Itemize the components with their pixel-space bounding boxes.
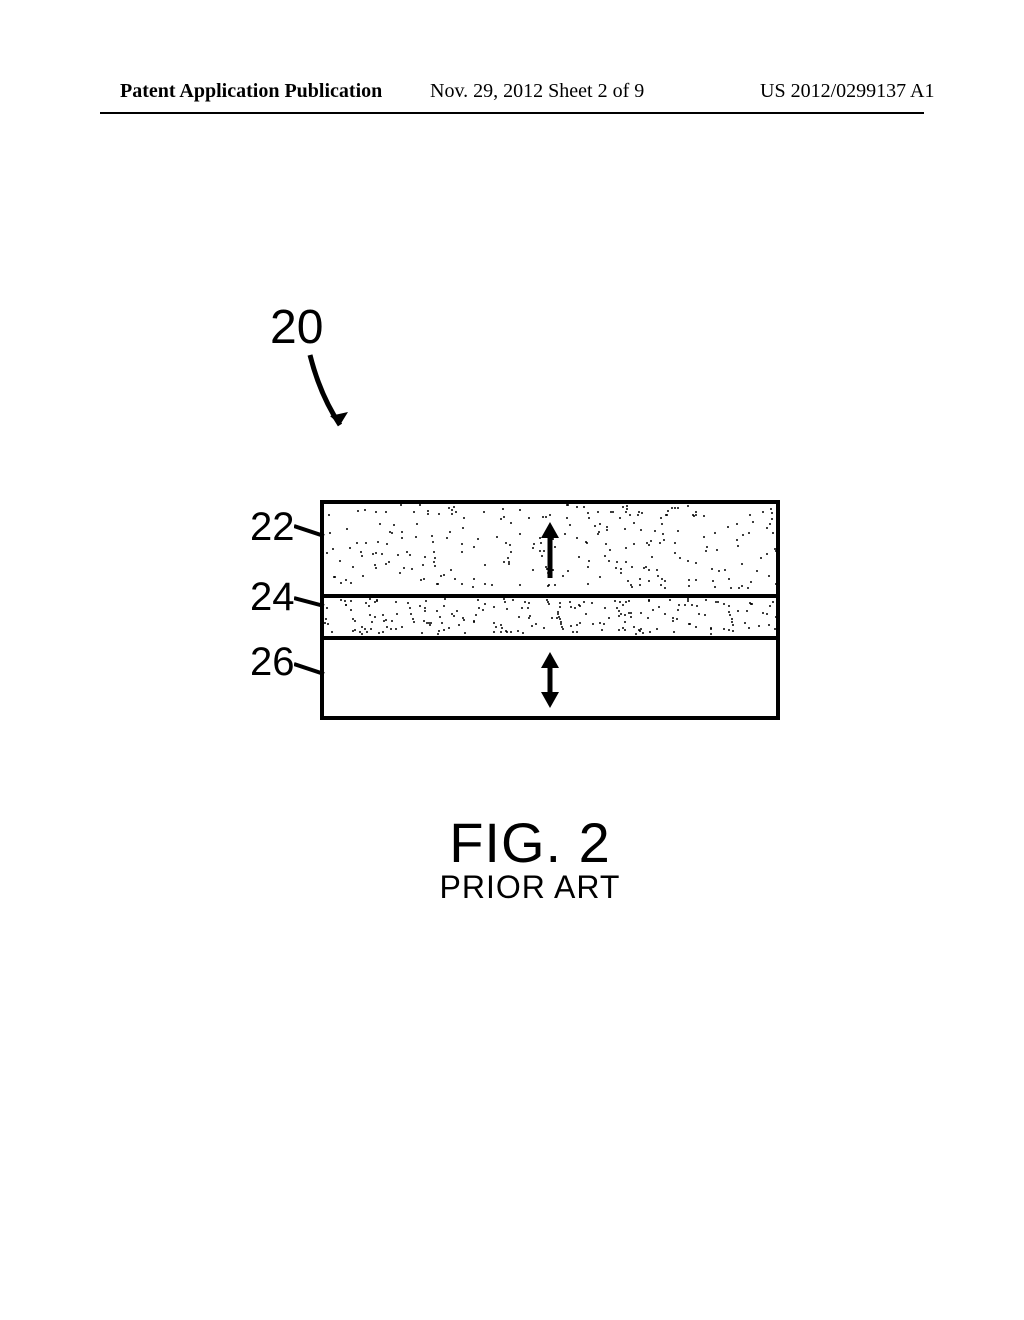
figure-caption: FIG. 2 PRIOR ART [260,810,800,906]
header-left: Patent Application Publication [120,80,382,103]
page: Patent Application Publication Nov. 29, … [0,0,1024,1320]
header-middle: Nov. 29, 2012 Sheet 2 of 9 [430,80,644,103]
layer-stack [320,500,780,720]
header-rule [100,112,924,114]
figure-2: 20 22 24 26 [260,300,800,1000]
layer-26 [324,636,776,716]
stipple-24 [324,598,776,636]
label-22: 22 [250,505,295,550]
header-right: US 2012/0299137 A1 [760,80,934,103]
leader-arrow-20 [300,350,360,440]
caption-main: FIG. 2 [260,810,800,875]
layer-24 [324,594,776,636]
arrow-up-icon [537,520,563,585]
label-24: 24 [250,575,295,620]
layer-22 [324,504,776,594]
arrow-double-icon [537,650,563,715]
caption-sub: PRIOR ART [260,869,800,906]
assembly-label-20: 20 [270,300,323,355]
label-26: 26 [250,640,295,685]
